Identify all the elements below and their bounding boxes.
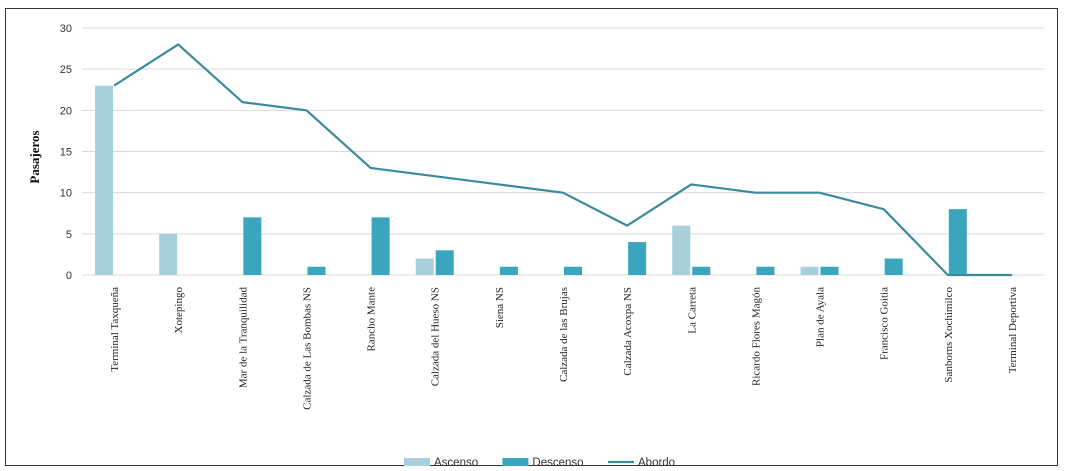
x-tick-label-calzada-de-las-bombas-ns: Calzada de Las Bombas NS [301,287,313,410]
y-tick-label-20: 20 [60,105,72,117]
x-tick-label-la-carreta: La Carreta [686,287,698,334]
x-tick-label-calzada-acoxpa-ns: Calzada Acoxpa NS [622,287,634,376]
y-tick-label-30: 30 [60,23,72,35]
bar-descenso-plan-de-ayala [820,266,839,275]
bar-ascenso-xotepingo [159,233,178,275]
bar-descenso-francisco-goitia [884,258,903,275]
legend-label-ascenso: Ascenso [434,457,478,467]
x-tick-label-plan-de-ayala: Plan de Ayala [815,287,827,347]
legend-swatch-ascenso [404,458,430,466]
y-axis-label: Pasajeros [27,130,42,183]
abordo-line [113,43,1012,277]
x-tick-label-siena-ns: Siena NS [494,287,506,328]
bar-descenso-calzada-acoxpa-ns [628,242,647,275]
legend: Ascenso Descenso Abordo [404,457,675,467]
bar-descenso-ricardo-flores-magon [756,266,775,275]
x-tick-label-ricardo-flores-magon: Ricardo Flores Magón [750,287,762,386]
x-tick-label-sanborns-xochimilco: Sanborns Xochimilco [943,287,955,383]
x-tick-label-terminal-taxquena: Terminal Taxqueña [109,287,121,372]
y-tick-label-10: 10 [60,188,72,200]
x-axis-ticks: Terminal Taxqueña Xotepingo Mar de la Tran… [109,287,1019,410]
y-tick-label-0: 0 [66,270,72,282]
legend-label-descenso: Descenso [532,457,583,467]
bar-ascenso-calzada-del-hueso-ns [415,258,434,275]
x-tick-label-mar-de-la-tranquilidad: Mar de la Tranquilidad [237,287,249,389]
bar-descenso-calzada-de-las-bombas-ns [307,266,326,275]
bar-ascenso-la-carreta [672,225,691,275]
x-tick-label-calzada-del-hueso-ns: Calzada del Hueso NS [430,287,442,386]
bars [95,85,967,275]
legend-swatch-descenso [502,458,529,466]
bar-descenso-calzada-del-hueso-ns [435,250,454,275]
bar-descenso-siena-ns [499,266,518,275]
x-tick-label-xotepingo: Xotepingo [173,287,185,334]
bar-descenso-sanborns-xochimilco [948,209,967,275]
x-tick-label-francisco-goitia: Francisco Goitia [879,287,891,360]
line-series-abordo [113,43,1012,277]
x-tick-label-terminal-deportiva: Terminal Deportiva [1007,287,1019,373]
y-tick-label-15: 15 [60,147,72,159]
bar-descenso-mar-de-la-tranquilidad [243,217,262,275]
bar-descenso-rancho-mante [371,217,390,275]
bar-ascenso-plan-de-ayala [800,266,819,275]
chart-frame: 0 5 10 15 20 25 30 Pasajeros Terminal Taxqueña… [5,8,1058,467]
bar-descenso-calzada-de-las-brujas [564,266,582,275]
bar-ascenso-terminal-taxquena [95,85,114,275]
y-axis-ticks: 0 5 10 15 20 25 30 [60,23,72,282]
legend-label-abordo: Abordo [638,457,675,467]
gridlines [82,27,1044,276]
y-tick-label-25: 25 [60,64,72,76]
y-tick-label-5: 5 [66,229,72,241]
x-tick-label-calzada-de-las-brujas: Calzada de las Brujas [558,287,570,382]
bar-descenso-la-carreta [692,266,711,275]
x-tick-label-rancho-mante: Rancho Mante [366,287,378,352]
bar-line-chart: 0 5 10 15 20 25 30 Pasajeros Terminal Taxqueña… [27,23,1044,467]
